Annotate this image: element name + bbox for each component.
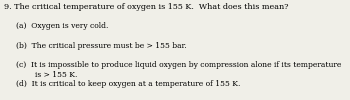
Text: (a)  Oxygen is very cold.: (a) Oxygen is very cold. [16,22,108,30]
Text: (c)  It is impossible to produce liquid oxygen by compression alone if its tempe: (c) It is impossible to produce liquid o… [16,61,341,79]
Text: (d)  It is critical to keep oxygen at a temperature of 155 K.: (d) It is critical to keep oxygen at a t… [16,80,240,88]
Text: 9. The critical temperature of oxygen is 155 K.  What does this mean?: 9. The critical temperature of oxygen is… [4,3,288,11]
Text: (b)  The critical pressure must be > 155 bar.: (b) The critical pressure must be > 155 … [16,42,186,50]
